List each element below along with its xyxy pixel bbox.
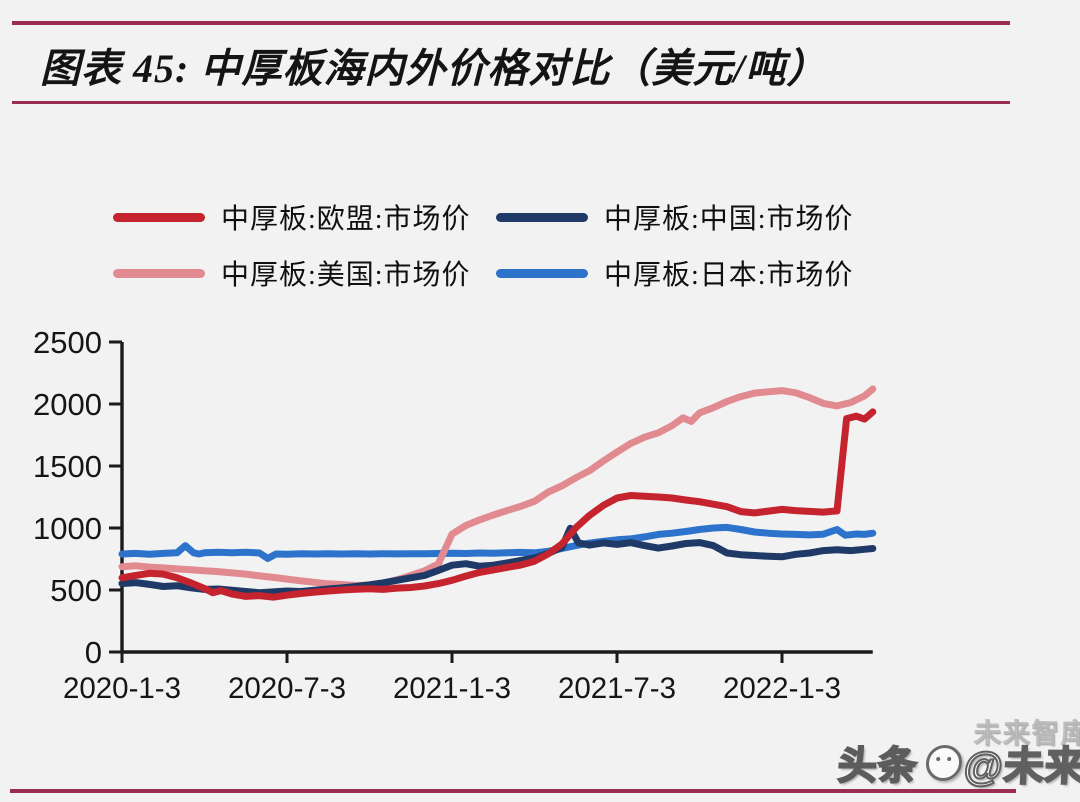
legend-item-japan: 中厚板:日本:市场价 [496, 255, 854, 291]
x-tick-label: 2021-1-3 [393, 672, 511, 705]
x-tick-label: 2021-7-3 [558, 672, 676, 705]
price-line-chart: 0 500 1000 1500 2000 2500 2020-1-3 2020-7-3 2021… [33, 325, 877, 705]
axis-lines [120, 342, 873, 654]
legend-swatch-eu [113, 212, 205, 222]
toutiao-logo-text: 头条 [836, 744, 920, 789]
legend-item-us: 中厚板:美国:市场价 [113, 255, 471, 291]
legend-item-china: 中厚板:中国:市场价 [496, 199, 854, 235]
y-tick-label: 1500 [33, 449, 102, 484]
legend-label-us: 中厚板:美国:市场价 [221, 260, 471, 291]
legend-label-japan: 中厚板:日本:市场价 [604, 260, 854, 291]
series-line-0 [118, 408, 877, 601]
legend-item-eu: 中厚板:欧盟:市场价 [113, 199, 471, 235]
title-divider [12, 101, 1010, 104]
watermark-brand-row: 头条 @未来智库 [836, 734, 1080, 792]
y-tick-label: 1000 [33, 511, 102, 546]
y-tick-label: 0 [85, 635, 102, 670]
watermark-brand-text: @未来智库 [962, 744, 1080, 790]
legend-swatch-japan [496, 268, 588, 278]
top-divider [12, 21, 1010, 25]
x-tick-label: 2020-7-3 [228, 672, 346, 705]
toutiao-logo-icon [925, 745, 963, 781]
y-tick-label: 2500 [33, 325, 102, 360]
bottom-divider [10, 789, 1016, 793]
x-tick-label: 2020-1-3 [63, 672, 181, 705]
legend-swatch-china [496, 212, 588, 222]
watermark-ghost-text: 未来智库 [974, 719, 1080, 750]
legend-label-eu: 中厚板:欧盟:市场价 [221, 204, 471, 235]
series-line-2 [118, 385, 877, 589]
y-tick-label: 500 [50, 573, 102, 608]
y-tick-label: 2000 [33, 387, 102, 422]
legend-label-china: 中厚板:中国:市场价 [604, 204, 854, 235]
chart-title: 图表 45: 中厚板海内外价格对比（美元/吨） [40, 46, 828, 91]
series-line-3 [118, 523, 877, 562]
series-line-1 [118, 524, 877, 597]
watermark: 未来智库 头条 @未来智库 [836, 710, 1080, 794]
x-tick-label: 2022-1-3 [723, 672, 841, 705]
legend-swatch-us [113, 268, 205, 278]
